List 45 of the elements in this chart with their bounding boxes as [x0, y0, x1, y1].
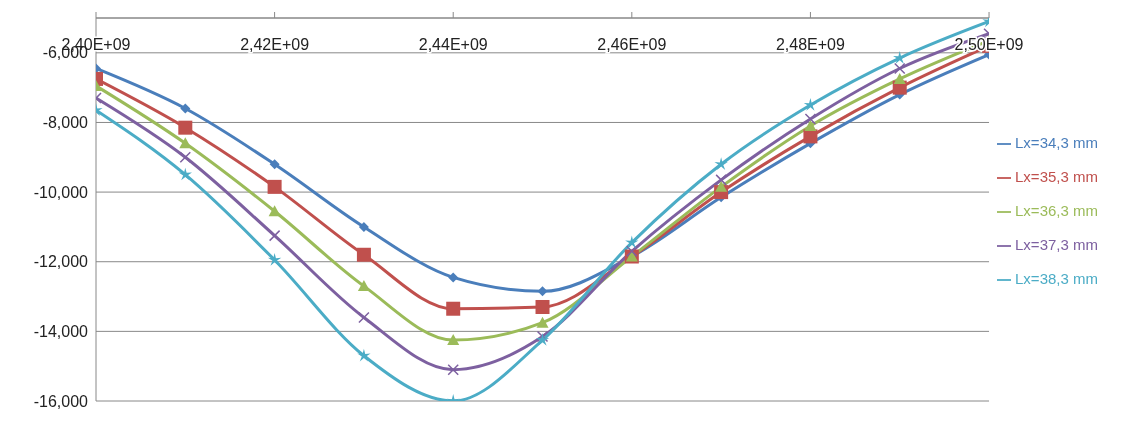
point: [269, 159, 280, 170]
x-tick-label: 2,42E+09: [240, 36, 310, 53]
point: [536, 316, 549, 328]
point: [715, 174, 727, 186]
point: [358, 221, 369, 232]
point: [804, 113, 817, 125]
point: [893, 62, 906, 75]
legend-label: Lx=34,3 mm: [1015, 133, 1098, 151]
x-tick-label: 2,48E+09: [775, 36, 845, 53]
x-tick-label: 2,44E+09: [418, 36, 488, 53]
point: [446, 301, 461, 316]
y-tick-label: -16,000: [33, 392, 89, 410]
point: [179, 137, 192, 149]
point: [804, 119, 817, 131]
point: [715, 180, 728, 192]
point: [447, 334, 460, 346]
point: [180, 103, 191, 114]
point: [714, 157, 728, 170]
point: [178, 167, 192, 181]
legend-label: Lx=35,3 mm: [1015, 167, 1098, 185]
x-tick-label: 2,46E+09: [597, 36, 667, 53]
point: [447, 363, 459, 376]
legend-label: Lx=38,3 mm: [1015, 269, 1098, 287]
point: [267, 179, 282, 194]
y-tick-label: -10,000: [33, 183, 89, 201]
point: [358, 311, 370, 324]
legend-label: Lx=37,3 mm: [1015, 235, 1098, 253]
y-tick-label: -14,000: [33, 323, 89, 341]
point: [357, 280, 370, 292]
legend-label: Lx=36,3 mm: [1015, 201, 1098, 219]
point: [893, 72, 906, 84]
point: [626, 245, 638, 258]
point: [267, 252, 282, 266]
point: [625, 235, 639, 249]
y-tick-label: -12,000: [33, 253, 89, 271]
point: [537, 286, 548, 297]
point: [178, 120, 193, 135]
point: [268, 229, 281, 242]
point: [356, 247, 371, 262]
y-tick-label: -8,000: [42, 114, 89, 132]
point: [893, 51, 907, 64]
point: [803, 98, 818, 111]
point: [448, 272, 459, 283]
point: [535, 299, 550, 314]
point: [179, 151, 192, 164]
